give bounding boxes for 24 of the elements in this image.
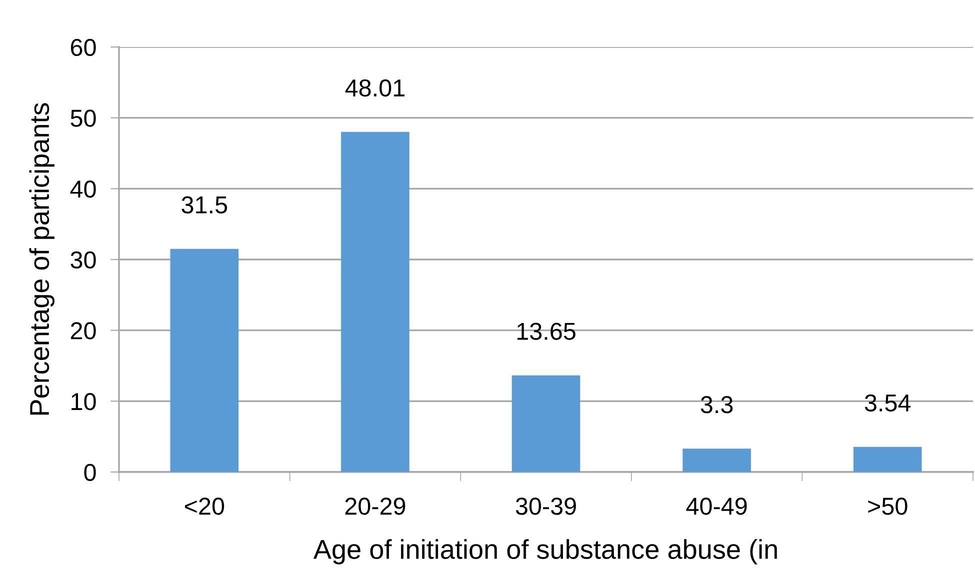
bar [170, 248, 239, 472]
bar [682, 448, 751, 472]
y-tick-label: 30 [70, 251, 96, 269]
x-axis-title: Age of initiation of substance abuse (in [313, 539, 777, 564]
data-label: 31.5 [182, 196, 228, 214]
x-tick-label: 20-29 [345, 498, 406, 515]
y-tick-label: 20 [70, 322, 96, 340]
data-label: 3.3 [700, 396, 733, 414]
x-tick-label: <20 [184, 498, 224, 515]
x-tick-label: 30-39 [516, 498, 576, 515]
y-tick-label: 10 [72, 393, 96, 410]
bar [341, 132, 410, 472]
bar [512, 375, 580, 472]
bar [853, 446, 922, 472]
y-axis-title: Percentage of participants [29, 103, 54, 415]
x-tick-label: >50 [868, 498, 908, 515]
y-tick-label: 0 [84, 464, 96, 482]
y-tick-label: 50 [70, 110, 96, 127]
x-tick-label: 40-49 [686, 498, 747, 515]
y-tick-label: 60 [70, 38, 96, 56]
data-label: 48.01 [345, 79, 404, 97]
y-tick-label: 40 [70, 180, 96, 198]
data-label: 13.65 [517, 322, 576, 340]
data-label: 3.54 [864, 394, 911, 412]
